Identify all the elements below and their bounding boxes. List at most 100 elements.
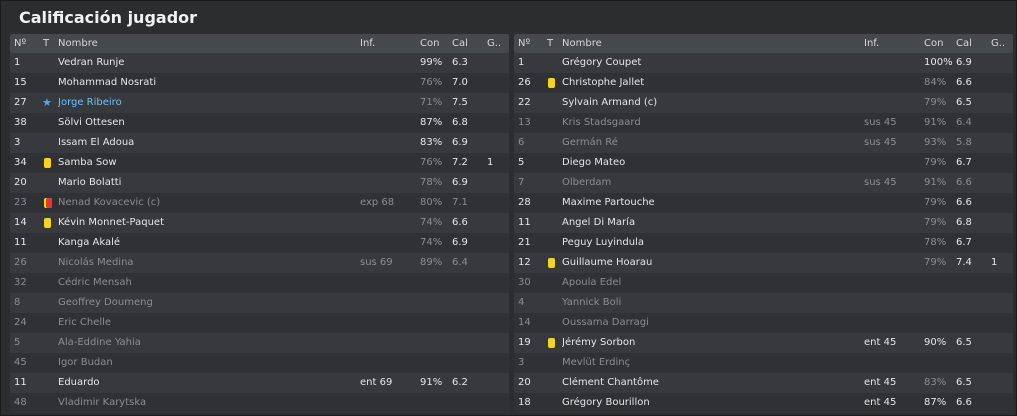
player-name[interactable]: Sölvi Ottesen	[58, 117, 125, 128]
player-condition: 79%	[924, 157, 947, 168]
player-name[interactable]: Cédric Mensah	[58, 277, 132, 288]
player-row[interactable]: 14 Oussama Darragi	[514, 313, 1013, 333]
player-name[interactable]: Maxime Partouche	[562, 197, 655, 208]
player-row[interactable]: 32 Cédric Mensah	[10, 273, 509, 293]
player-row[interactable]: 19 Jérémy Sorbon ent 45 90% 6.5	[514, 333, 1013, 353]
player-row[interactable]: 3 Mevlüt Erdinç	[514, 353, 1013, 373]
player-row[interactable]: 14 Kévin Monnet-Paquet 74% 6.6	[10, 213, 509, 233]
player-name[interactable]: Mohammad Nosrati	[58, 77, 157, 88]
player-row[interactable]: 8 Geoffrey Doumeng	[10, 293, 509, 313]
player-name[interactable]: Eric Chelle	[58, 317, 112, 328]
column-header-cal[interactable]: Cal	[956, 38, 972, 49]
player-row[interactable]: 1 Grégory Coupet 100% 6.9	[514, 53, 1013, 73]
player-name[interactable]: Yannick Boli	[562, 297, 622, 308]
column-header-goals[interactable]: G..	[991, 38, 1006, 49]
player-name[interactable]: Olberdam	[562, 177, 612, 188]
player-row[interactable]: 48 Vladimir Karytska	[10, 393, 509, 413]
player-row[interactable]: 20 Clément Chantôme ent 45 83% 6.5	[514, 373, 1013, 393]
column-header-cal[interactable]: Cal	[452, 38, 468, 49]
player-row[interactable]: 1 Vedran Runje 99% 6.3	[10, 53, 509, 73]
player-row[interactable]: 6 Germán Ré sus 45 93% 5.8	[514, 133, 1013, 153]
column-header-inf[interactable]: Inf.	[360, 38, 376, 49]
player-name[interactable]: Mevlüt Erdinç	[562, 357, 631, 368]
player-name[interactable]: Vladimir Karytska	[58, 397, 147, 408]
player-row[interactable]: 27 ★ Jorge Ribeiro 71% 7.5	[10, 93, 509, 113]
column-header-con[interactable]: Con	[924, 38, 944, 49]
player-row[interactable]: 22 Sylvain Armand (c) 79% 6.5	[514, 93, 1013, 113]
player-row[interactable]: 12 Guillaume Hoarau 79% 7.4 1	[514, 253, 1013, 273]
player-row[interactable]: 15 Mohammad Nosrati 76% 7.0	[10, 73, 509, 93]
player-name[interactable]: Apoula Edel	[562, 277, 622, 288]
player-name[interactable]: Jérémy Sorbon	[562, 337, 636, 348]
player-condition: 89%	[420, 257, 443, 268]
player-row[interactable]: 4 Yannick Boli	[514, 293, 1013, 313]
player-row[interactable]: 45 Igor Budan	[10, 353, 509, 373]
player-row[interactable]: 3 Issam El Adoua 83% 6.9	[10, 133, 509, 153]
player-row[interactable]: 38 Sölvi Ottesen 87% 6.8	[10, 113, 509, 133]
column-header-t[interactable]: T	[43, 38, 50, 49]
player-name[interactable]: Diego Mateo	[562, 157, 626, 168]
player-row[interactable]: 24 Eric Chelle	[10, 313, 509, 333]
player-name[interactable]: Grégory Bourillon	[562, 397, 650, 408]
player-row[interactable]: 13 Kris Stadsgaard sus 45 91% 6.4	[514, 113, 1013, 133]
player-name[interactable]: Kanga Akalé	[58, 237, 121, 248]
player-name[interactable]: Mario Bolatti	[58, 177, 122, 188]
player-name[interactable]: Germán Ré	[562, 137, 618, 148]
player-goals	[487, 273, 507, 293]
player-row[interactable]: 26 Nicolás Medina sus 69 89% 6.4	[10, 253, 509, 273]
player-row[interactable]: 30 Apoula Edel	[514, 273, 1013, 293]
player-name[interactable]: Issam El Adoua	[58, 137, 135, 148]
column-header-con[interactable]: Con	[420, 38, 440, 49]
player-name[interactable]: Geoffrey Doumeng	[58, 297, 153, 308]
player-name[interactable]: Kris Stadsgaard	[562, 117, 641, 128]
player-name[interactable]: Nenad Kovacevic (c)	[58, 197, 161, 208]
column-header-number[interactable]: Nº	[14, 38, 27, 49]
player-name[interactable]: Peguy Luyindula	[562, 237, 644, 248]
player-condition: 87%	[420, 117, 443, 128]
player-name[interactable]: Jorge Ribeiro	[58, 97, 122, 108]
player-number: 14	[518, 317, 531, 328]
player-row[interactable]: 20 Mario Bolatti 78% 6.9	[10, 173, 509, 193]
player-goals: 1	[991, 257, 998, 268]
column-header-goals[interactable]: G..	[487, 38, 502, 49]
player-name[interactable]: Grégory Coupet	[562, 57, 642, 68]
player-name[interactable]: Oussama Darragi	[562, 317, 649, 328]
player-row[interactable]: 21 Peguy Luyindula 78% 6.7	[514, 233, 1013, 253]
column-header-number[interactable]: Nº	[518, 38, 531, 49]
player-rating: 6.6	[452, 217, 468, 228]
player-name[interactable]: Ala-Eddine Yahia	[58, 337, 141, 348]
player-row[interactable]: 5 Ala-Eddine Yahia	[10, 333, 509, 353]
player-row[interactable]: 28 Maxime Partouche 79% 6.6	[514, 193, 1013, 213]
player-rating: 6.4	[452, 257, 468, 268]
player-name[interactable]: Kévin Monnet-Paquet	[58, 217, 164, 228]
column-header-name[interactable]: Nombre	[562, 38, 602, 49]
player-goals	[487, 73, 507, 93]
player-row[interactable]: 7 Olberdam sus 45 91% 6.6	[514, 173, 1013, 193]
column-header-name[interactable]: Nombre	[58, 38, 98, 49]
player-name[interactable]: Clément Chantôme	[562, 377, 659, 388]
player-name[interactable]: Sylvain Armand (c)	[562, 97, 658, 108]
player-row[interactable]: 34 Samba Sow 76% 7.2 1	[10, 153, 509, 173]
player-rating: 6.2	[452, 377, 468, 388]
player-row[interactable]: 11 Angel Di María 79% 6.8	[514, 213, 1013, 233]
player-goals	[487, 233, 507, 253]
column-header-t[interactable]: T	[547, 38, 554, 49]
player-info	[360, 153, 416, 173]
column-header-inf[interactable]: Inf.	[864, 38, 880, 49]
player-name[interactable]: Guillaume Hoarau	[562, 257, 653, 268]
player-row[interactable]: 5 Diego Mateo 79% 6.7	[514, 153, 1013, 173]
player-name[interactable]: Angel Di María	[562, 217, 636, 228]
player-row[interactable]: 11 Kanga Akalé 74% 6.9	[10, 233, 509, 253]
player-name[interactable]: Igor Budan	[58, 357, 113, 368]
player-row[interactable]: 23 Nenad Kovacevic (c) exp 68 80% 7.1	[10, 193, 509, 213]
player-row[interactable]: 18 Grégory Bourillon ent 45 87% 6.6	[514, 393, 1013, 413]
player-name[interactable]: Samba Sow	[58, 157, 117, 168]
player-row[interactable]: 11 Eduardo ent 69 91% 6.2	[10, 373, 509, 393]
player-rating: 6.8	[956, 217, 972, 228]
player-name[interactable]: Nicolás Medina	[58, 257, 134, 268]
player-row[interactable]: 26 Christophe Jallet 84% 6.6	[514, 73, 1013, 93]
player-rating: 6.7	[956, 157, 972, 168]
player-name[interactable]: Eduardo	[58, 377, 100, 388]
player-name[interactable]: Vedran Runje	[58, 57, 125, 68]
player-name[interactable]: Christophe Jallet	[562, 77, 645, 88]
